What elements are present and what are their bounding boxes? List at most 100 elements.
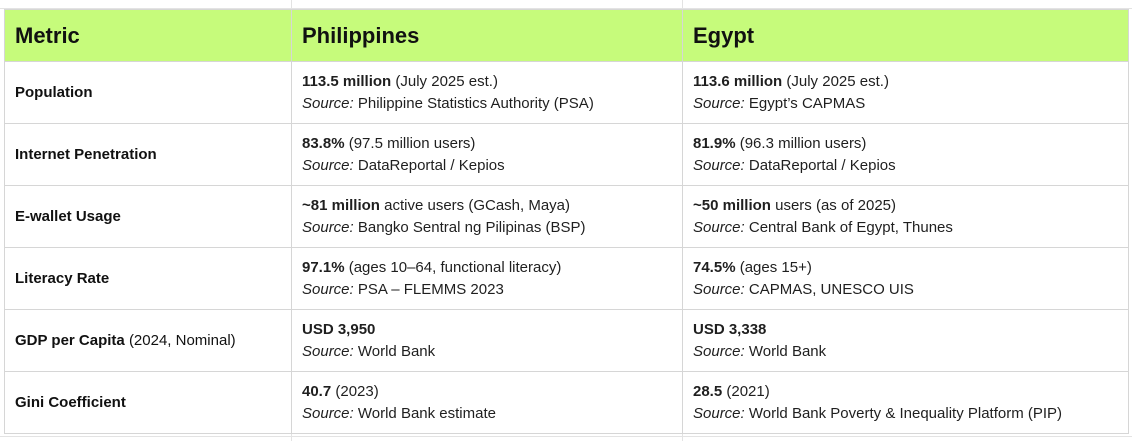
source-text: PSA – FLEMMS 2023 [357, 280, 504, 298]
metric-label: Gini Coefficient [15, 393, 126, 411]
table-row: GDP per Capita (2024, Nominal) USD 3,950 S… [4, 309, 1129, 372]
table-row: Gini Coefficient 40.7 (2023) Source: World… [4, 371, 1129, 434]
value-line: 97.1% (ages 10–64, functional literacy) [302, 257, 672, 279]
value-text: ~50 million [693, 196, 771, 214]
value-line: 74.5% (ages 15+) [693, 257, 1118, 279]
egypt-cell[interactable]: 81.9% (96.3 million users) Source: DataRe… [682, 123, 1129, 186]
egypt-cell[interactable]: USD 3,338 Source: World Bank [682, 309, 1129, 372]
value-text: 97.1% [302, 258, 345, 276]
metric-cell[interactable]: Gini Coefficient [4, 371, 292, 434]
value-text: 83.8% [302, 134, 345, 152]
value-line: ~81 million active users (GCash, Maya) [302, 195, 672, 217]
source-label: Source: [693, 156, 745, 174]
source-line: Source: World Bank [302, 341, 672, 363]
value-text: ~81 million [302, 196, 380, 214]
value-line: 40.7 (2023) [302, 381, 672, 403]
egypt-cell[interactable]: ~50 million users (as of 2025) Source: Ce… [682, 185, 1129, 248]
table-row: Internet Penetration 83.8% (97.5 million … [4, 123, 1129, 186]
source-text: DataReportal / Kepios [748, 156, 896, 174]
source-line: Source: DataReportal / Kepios [302, 155, 672, 177]
value-line: 28.5 (2021) [693, 381, 1118, 403]
source-text: World Bank [748, 342, 827, 360]
philippines-cell[interactable]: 83.8% (97.5 million users) Source: DataRe… [291, 123, 683, 186]
egypt-cell[interactable]: 74.5% (ages 15+) Source: CAPMAS, UNESCO U… [682, 247, 1129, 310]
source-label: Source: [693, 218, 745, 236]
value-line: 83.8% (97.5 million users) [302, 133, 672, 155]
source-line: Source: CAPMAS, UNESCO UIS [693, 279, 1118, 301]
value-detail: (97.5 million users) [348, 134, 476, 152]
value-text: 113.6 million [693, 72, 783, 90]
philippines-cell[interactable]: 97.1% (ages 10–64, functional literacy) S… [291, 247, 683, 310]
source-text: Philippine Statistics Authority (PSA) [357, 94, 594, 112]
value-line: USD 3,950 [302, 319, 672, 341]
source-label: Source: [302, 156, 354, 174]
metric-label: Population [15, 83, 93, 101]
source-label: Source: [693, 404, 745, 422]
value-detail: (2023) [335, 382, 379, 400]
source-label: Source: [302, 342, 354, 360]
source-label: Source: [302, 280, 354, 298]
source-line: Source: DataReportal / Kepios [693, 155, 1118, 177]
table-row: E-wallet Usage ~81 million active users (… [4, 185, 1129, 248]
value-text: 40.7 [302, 382, 332, 400]
source-line: Source: Central Bank of Egypt, Thunes [693, 217, 1118, 239]
source-text: World Bank estimate [357, 404, 496, 422]
value-line: 81.9% (96.3 million users) [693, 133, 1118, 155]
value-line: 113.6 million (July 2025 est.) [693, 71, 1118, 93]
egypt-cell[interactable]: 113.6 million (July 2025 est.) Source: Eg… [682, 61, 1129, 124]
header-country-a[interactable]: Philippines [291, 9, 683, 62]
value-text: USD 3,338 [693, 320, 767, 338]
value-detail: (July 2025 est.) [395, 72, 498, 90]
source-line: Source: Egypt’s CAPMAS [693, 93, 1118, 115]
metric-label: Literacy Rate [15, 269, 110, 287]
philippines-cell[interactable]: ~81 million active users (GCash, Maya) So… [291, 185, 683, 248]
value-text: 113.5 million [302, 72, 392, 90]
source-line: Source: Philippine Statistics Authority … [302, 93, 672, 115]
value-detail: (ages 10–64, functional literacy) [348, 258, 562, 276]
value-text: 28.5 [693, 382, 723, 400]
source-text: World Bank Poverty & Inequality Platform… [748, 404, 1063, 422]
metric-cell[interactable]: Population [4, 61, 292, 124]
philippines-cell[interactable]: USD 3,950 Source: World Bank [291, 309, 683, 372]
table-row: Population 113.5 million (July 2025 est.)… [4, 61, 1129, 124]
metric-label: E-wallet Usage [15, 207, 121, 225]
metric-qualifier: (2024, Nominal) [128, 331, 236, 349]
source-text: CAPMAS, UNESCO UIS [748, 280, 914, 298]
value-detail: users (as of 2025) [775, 196, 897, 214]
source-label: Source: [302, 218, 354, 236]
value-text: USD 3,950 [302, 320, 376, 338]
value-line: USD 3,338 [693, 319, 1118, 341]
value-detail: (2021) [726, 382, 770, 400]
metric-cell[interactable]: E-wallet Usage [4, 185, 292, 248]
source-line: Source: World Bank [693, 341, 1118, 363]
source-text: Bangko Sentral ng Pilipinas (BSP) [357, 218, 586, 236]
source-text: Egypt’s CAPMAS [748, 94, 866, 112]
source-text: DataReportal / Kepios [357, 156, 505, 174]
source-line: Source: World Bank estimate [302, 403, 672, 425]
value-line: 113.5 million (July 2025 est.) [302, 71, 672, 93]
header-country-b[interactable]: Egypt [682, 9, 1129, 62]
source-line: Source: World Bank Poverty & Inequality … [693, 403, 1118, 425]
value-detail: (ages 15+) [739, 258, 812, 276]
source-label: Source: [693, 280, 745, 298]
value-line: ~50 million users (as of 2025) [693, 195, 1118, 217]
value-detail: (96.3 million users) [739, 134, 867, 152]
source-line: Source: Bangko Sentral ng Pilipinas (BSP… [302, 217, 672, 239]
philippines-cell[interactable]: 113.5 million (July 2025 est.) Source: Ph… [291, 61, 683, 124]
table-row: Literacy Rate 97.1% (ages 10–64, function… [4, 247, 1129, 310]
header-metric[interactable]: Metric [4, 9, 292, 62]
value-text: 81.9% [693, 134, 736, 152]
value-detail: (July 2025 est.) [786, 72, 889, 90]
comparison-table: Metric Philippines Egypt Population 113.5… [4, 9, 1129, 434]
metric-cell[interactable]: Literacy Rate [4, 247, 292, 310]
source-label: Source: [302, 94, 354, 112]
value-detail: active users (GCash, Maya) [384, 196, 571, 214]
metric-label: GDP per Capita [15, 331, 125, 349]
egypt-cell[interactable]: 28.5 (2021) Source: World Bank Poverty & … [682, 371, 1129, 434]
value-text: 74.5% [693, 258, 736, 276]
metric-cell[interactable]: GDP per Capita (2024, Nominal) [4, 309, 292, 372]
philippines-cell[interactable]: 40.7 (2023) Source: World Bank estimate [291, 371, 683, 434]
source-text: Central Bank of Egypt, Thunes [748, 218, 953, 236]
metric-cell[interactable]: Internet Penetration [4, 123, 292, 186]
header-row: Metric Philippines Egypt [4, 9, 1129, 62]
